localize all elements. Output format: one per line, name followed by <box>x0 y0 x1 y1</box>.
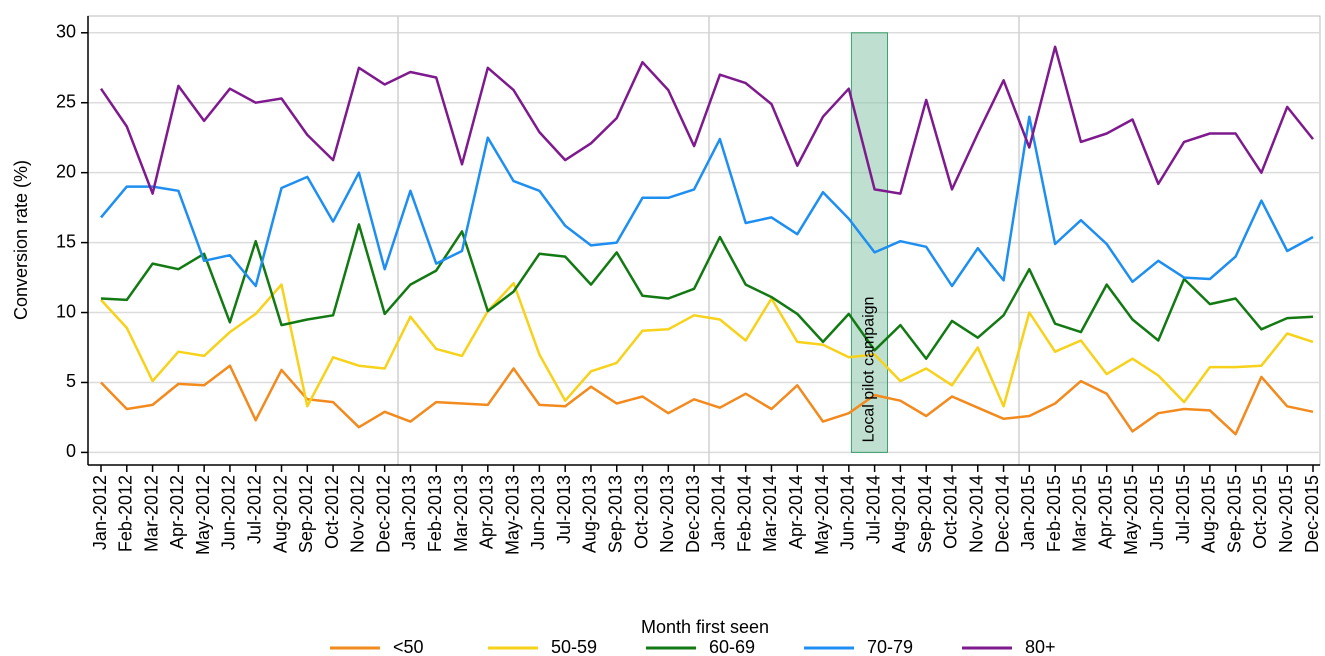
legend-label: <50 <box>393 637 424 656</box>
x-tick-label: Jun-2014 <box>838 475 858 550</box>
x-tick-label: Nov-2012 <box>348 475 368 553</box>
legend-label: 70-79 <box>867 637 913 656</box>
x-tick-label: Apr-2013 <box>477 475 497 549</box>
x-tick-label: Oct-2015 <box>1250 475 1270 549</box>
x-tick-label: May-2014 <box>812 475 832 555</box>
x-tick-label: Apr-2015 <box>1095 475 1115 549</box>
x-tick-label: Feb-2013 <box>425 475 445 552</box>
legend-label: 50-59 <box>551 637 597 656</box>
series-line <box>100 115 1314 288</box>
x-tick-label: Dec-2015 <box>1302 475 1322 553</box>
legend-label: 80+ <box>1025 637 1056 656</box>
x-tick-label: Oct-2013 <box>631 475 651 549</box>
x-tick-label: Mar-2015 <box>1070 475 1090 552</box>
x-tick-label: May-2013 <box>502 475 522 555</box>
x-tick-label: Oct-2014 <box>941 475 961 549</box>
y-tick-label: 15 <box>56 231 76 251</box>
x-tick-label: Feb-2014 <box>734 475 754 552</box>
x-tick-label: Jul-2014 <box>863 475 883 544</box>
x-tick-label: Jun-2013 <box>528 475 548 550</box>
x-tick-label: Sep-2015 <box>1224 475 1244 553</box>
x-tick-label: Mar-2014 <box>760 475 780 552</box>
x-tick-label: Jul-2015 <box>1173 475 1193 544</box>
x-tick-label: Nov-2013 <box>657 475 677 553</box>
x-tick-label: Jan-2013 <box>399 475 419 550</box>
x-tick-label: Jan-2012 <box>90 475 110 550</box>
y-tick-label: 30 <box>56 22 76 42</box>
x-tick-label: Aug-2014 <box>889 475 909 553</box>
x-tick-label: Jan-2015 <box>1018 475 1038 550</box>
x-tick-label: Feb-2012 <box>116 475 136 552</box>
x-tick-label: Feb-2015 <box>1044 475 1064 552</box>
y-tick-label: 20 <box>56 161 76 181</box>
x-tick-label: Mar-2013 <box>451 475 471 552</box>
series-line <box>100 364 1314 436</box>
x-tick-label: Jul-2013 <box>554 475 574 544</box>
x-tick-label: Nov-2015 <box>1276 475 1296 553</box>
x-tick-label: Apr-2014 <box>786 475 806 549</box>
x-tick-label: Sep-2012 <box>296 475 316 553</box>
annotation-span <box>850 32 889 453</box>
x-tick-label: Jul-2012 <box>244 475 264 544</box>
x-tick-label: May-2015 <box>1121 475 1141 555</box>
x-tick-label: Mar-2012 <box>141 475 161 552</box>
y-tick-label: 25 <box>56 91 76 111</box>
x-tick-label: Dec-2014 <box>992 475 1012 553</box>
x-tick-label: Oct-2012 <box>322 475 342 549</box>
x-tick-label: Aug-2015 <box>1199 475 1219 553</box>
legend-label: 60-69 <box>709 637 755 656</box>
y-tick-label: 0 <box>66 441 76 461</box>
x-tick-label: Dec-2013 <box>683 475 703 553</box>
x-tick-label: Jun-2012 <box>219 475 239 550</box>
x-axis-title: Month first seen <box>641 617 769 637</box>
y-axis-title: Conversion rate (%) <box>11 160 31 320</box>
y-tick-label: 10 <box>56 301 76 321</box>
plot-frame <box>87 15 1321 466</box>
x-tick-label: Sep-2014 <box>915 475 935 553</box>
x-tick-label: Jun-2015 <box>1147 475 1167 550</box>
series-line <box>100 281 1314 408</box>
x-tick-label: Aug-2012 <box>270 475 290 553</box>
x-tick-label: Jan-2014 <box>709 475 729 550</box>
x-tick-label: Sep-2013 <box>605 475 625 553</box>
x-tick-label: Aug-2013 <box>580 475 600 553</box>
x-tick-label: May-2012 <box>193 475 213 555</box>
annotation-label: Local pilot campaign <box>861 297 878 443</box>
series-line <box>99 45 1314 195</box>
series-line <box>100 223 1314 360</box>
x-tick-label: Dec-2012 <box>373 475 393 553</box>
y-tick-label: 5 <box>66 371 76 391</box>
x-tick-label: Apr-2012 <box>167 475 187 549</box>
x-tick-label: Nov-2014 <box>967 475 987 553</box>
